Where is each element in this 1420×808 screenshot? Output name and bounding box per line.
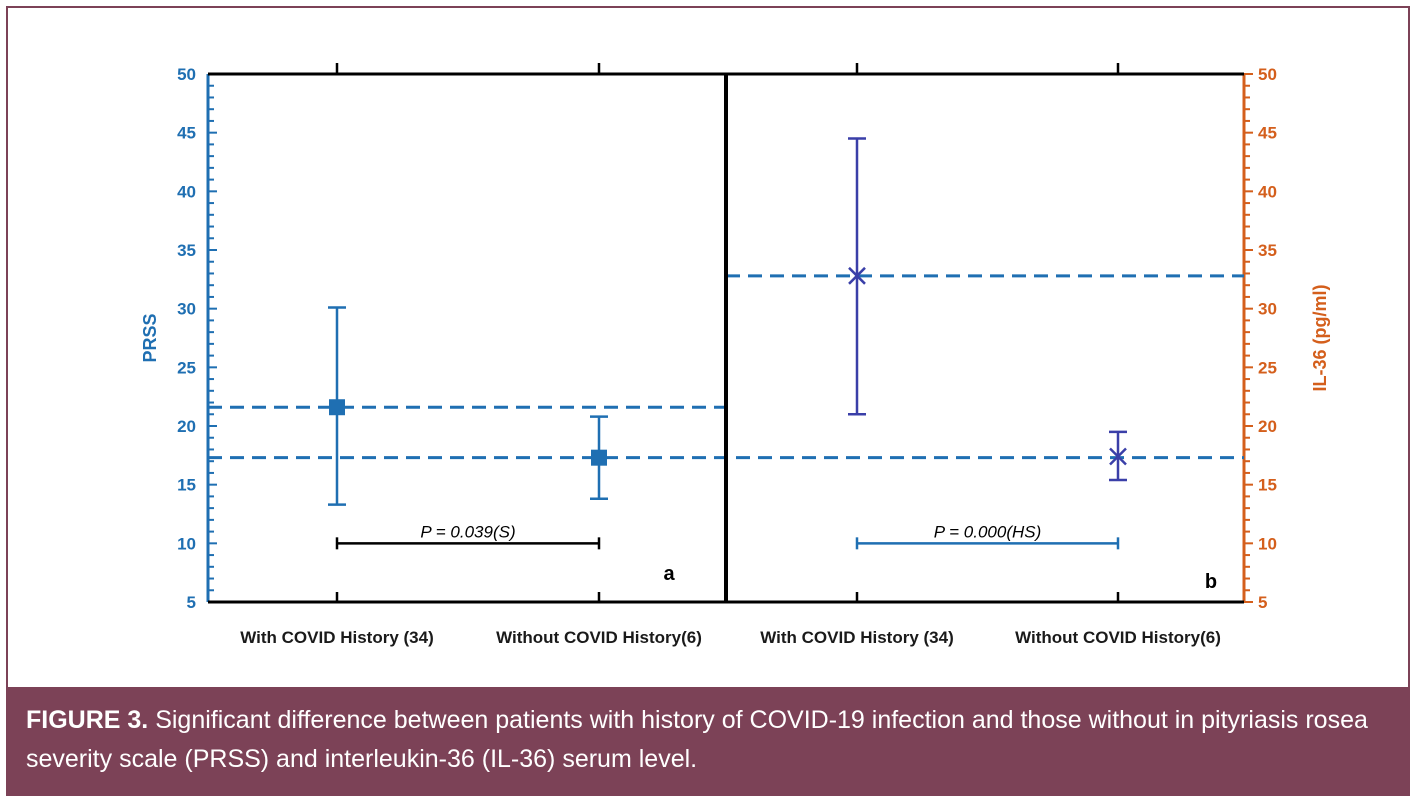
left-tick-label: 45 [177,124,196,143]
left-y-axis: 5 10 15 20 25 30 35 40 45 50 PRSS [140,65,217,612]
mean-marker-x [1109,447,1127,466]
panel-label-b: b [1205,571,1217,593]
mean-marker-x [848,266,866,285]
right-tick-label: 50 [1258,65,1277,84]
x-axis-labels: With COVID History (34) Without COVID His… [240,628,1221,647]
left-axis-title: PRSS [140,313,160,362]
errorbar-chart: 5 10 15 20 25 30 35 40 45 50 PRSS 5 10 15 20 25 30 35 40 4… [140,63,1330,647]
left-tick-label: 35 [177,241,196,260]
left-tick-label: 50 [177,65,196,84]
pvalue-label-a: P = 0.039(S) [420,522,515,541]
x-category-label: With COVID History (34) [760,628,953,647]
mean-marker-square [591,449,607,466]
right-tick-label: 30 [1258,300,1277,319]
right-tick-label: 5 [1258,593,1267,612]
right-tick-label: 35 [1258,241,1277,260]
right-tick-label: 25 [1258,358,1277,377]
right-y-axis: 5 10 15 20 25 30 35 40 45 50 IL-36 (pg/ml) [1242,65,1330,612]
left-tick-label: 40 [177,182,196,201]
panel-label-a: a [663,563,675,585]
left-tick-label: 15 [177,476,196,495]
right-axis-title: IL-36 (pg/ml) [1310,284,1330,391]
left-tick-label: 30 [177,300,196,319]
caption-label: FIGURE 3. [26,706,149,734]
left-tick-label: 20 [177,417,196,436]
pvalue-label-b: P = 0.000(HS) [934,522,1042,541]
x-category-label: Without COVID History(6) [1015,628,1221,647]
left-tick-label: 5 [187,593,196,612]
right-tick-label: 20 [1258,417,1277,436]
right-tick-label: 10 [1258,534,1277,553]
caption-text: Significant difference between patients … [26,706,1368,773]
left-tick-label: 25 [177,358,196,377]
right-tick-label: 40 [1258,182,1277,201]
left-tick-label: 10 [177,534,196,553]
figure-frame: 5 10 15 20 25 30 35 40 45 50 PRSS 5 10 15 20 25 30 35 40 4… [6,6,1410,796]
x-category-label: Without COVID History(6) [496,628,702,647]
error-bar-marks [328,137,1127,506]
x-category-label: With COVID History (34) [240,628,433,647]
pvalue-brackets: P = 0.039(S) P = 0.000(HS) [335,522,1120,550]
figure-caption: FIGURE 3. Significant difference between… [8,687,1408,794]
right-tick-label: 45 [1258,124,1277,143]
mean-marker-square [329,399,345,416]
right-tick-label: 15 [1258,476,1277,495]
